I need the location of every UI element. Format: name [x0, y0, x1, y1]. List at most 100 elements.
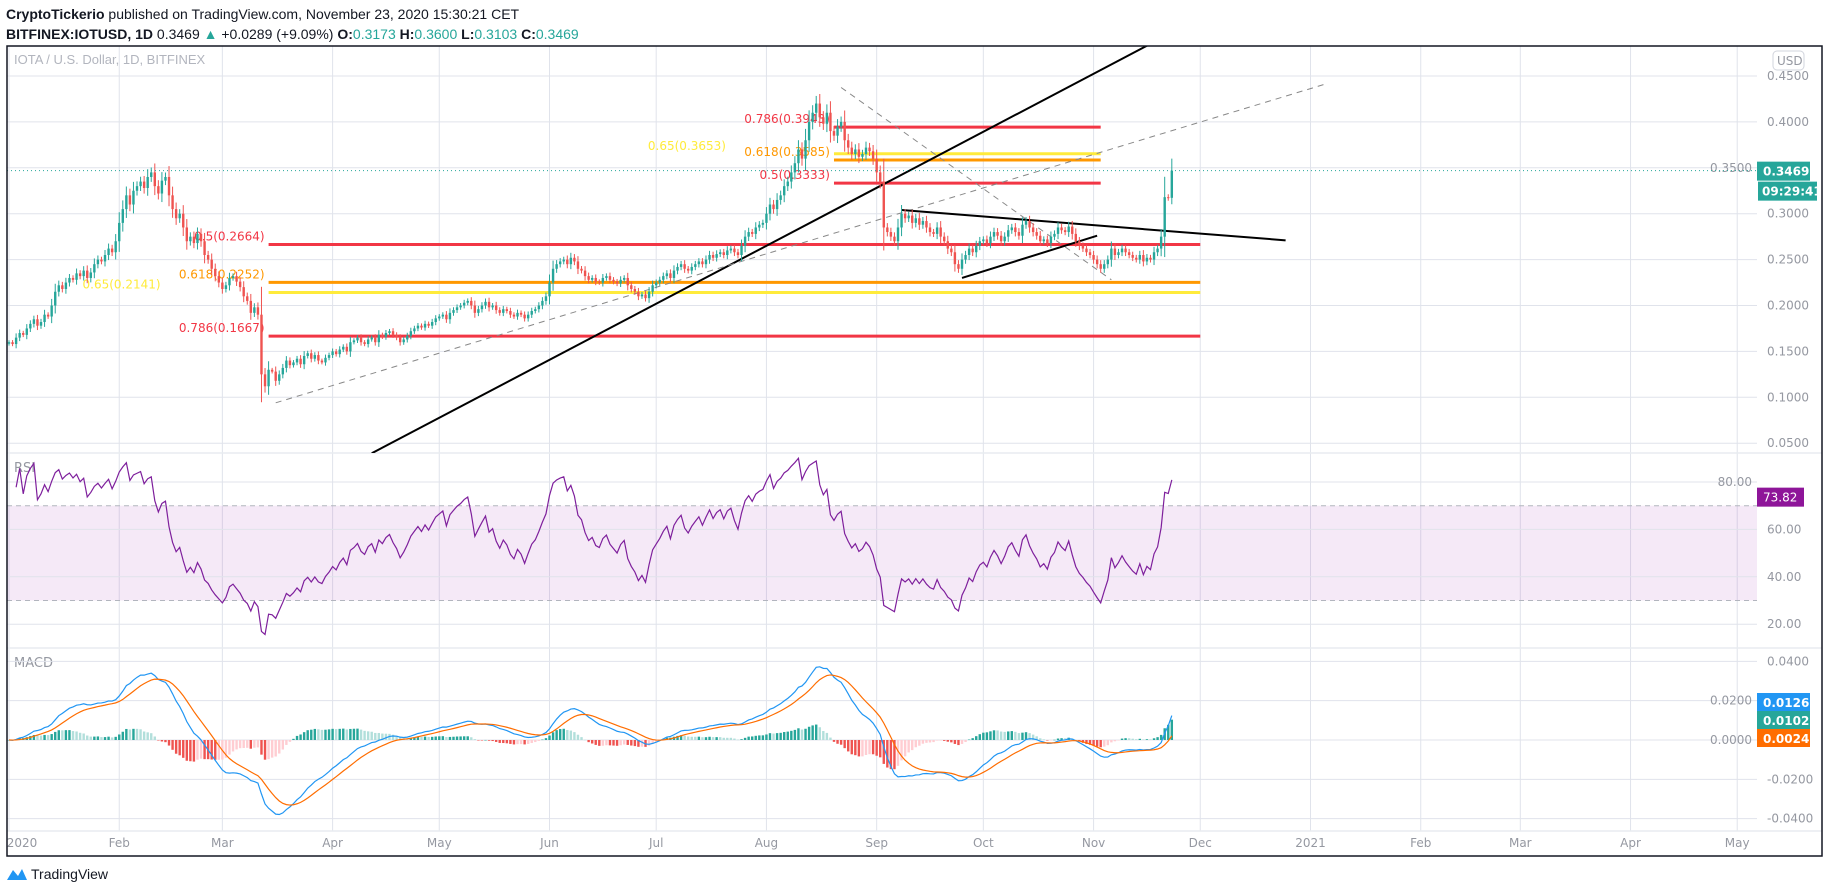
candle-body — [1046, 239, 1049, 244]
macd-histogram-bar — [1095, 740, 1099, 747]
macd-histogram-bar — [740, 739, 743, 740]
macd-histogram-bar — [594, 740, 597, 745]
macd-histogram-bar — [523, 740, 526, 745]
macd-histogram-bar — [452, 736, 455, 740]
macd-histogram-bar — [1060, 738, 1063, 740]
high-value: 0.3600 — [414, 26, 458, 42]
macd-histogram-bar — [775, 733, 779, 740]
macd-histogram-bar — [292, 738, 295, 740]
macd-histogram-bar — [765, 734, 768, 740]
macd-histogram-bar — [313, 728, 317, 740]
candle-body — [626, 277, 629, 286]
candle-body — [985, 239, 989, 244]
candle-body — [957, 264, 960, 269]
macd-histogram-bar — [580, 737, 583, 740]
macd-histogram-bar — [75, 731, 78, 740]
candle-body — [1014, 227, 1017, 233]
candle-body — [939, 227, 942, 237]
macd-histogram-bar — [779, 732, 782, 740]
macd-histogram-bar — [886, 740, 889, 768]
x-axis-tick-label: 2021 — [1295, 836, 1326, 850]
trendline — [371, 46, 1149, 453]
macd-histogram-bar — [743, 737, 747, 740]
macd-histogram-bar — [423, 736, 427, 740]
macd-histogram-bar — [416, 736, 420, 740]
open-value: 0.3173 — [352, 26, 396, 42]
price-axis-label: 0.0500 — [1767, 436, 1809, 450]
macd-histogram-bar — [68, 730, 71, 740]
macd-histogram-bar — [939, 740, 942, 741]
macd-histogram-bar — [590, 740, 594, 744]
candle-body — [1152, 252, 1156, 260]
macd-histogram-bar — [480, 740, 484, 741]
macd-histogram-bar — [366, 731, 370, 740]
macd-histogram-bar — [992, 730, 996, 740]
candle-body — [857, 149, 861, 157]
macd-histogram-bar — [320, 729, 324, 740]
candle-body — [64, 282, 68, 289]
x-axis-tick-label: Apr — [1620, 836, 1641, 850]
macd-histogram-bar — [1063, 738, 1067, 740]
macd-histogram-bar — [103, 737, 107, 740]
macd-histogram-bar — [1124, 738, 1127, 740]
candle-body — [484, 301, 487, 306]
candle-body — [203, 241, 206, 256]
candle-body — [278, 374, 281, 381]
candle-body — [374, 337, 377, 343]
candle-body — [847, 140, 850, 148]
candle-body — [1170, 170, 1174, 198]
macd-histogram-bar — [1135, 739, 1138, 740]
tradingview-logo[interactable]: TradingView — [6, 866, 108, 882]
macd-axis-label: 0.0200 — [1710, 694, 1752, 708]
candle-body — [402, 339, 405, 343]
chart-title: IOTA / U.S. Dollar, 1D, BITFINEX — [14, 52, 206, 67]
candle-body — [1092, 255, 1095, 260]
macd-histogram-bar — [263, 740, 267, 760]
author-name[interactable]: CryptoTickerio — [6, 6, 105, 22]
candle-body — [519, 312, 523, 315]
candle-body — [943, 236, 946, 242]
macd-histogram-bar — [487, 740, 491, 741]
macd-histogram-bar — [110, 737, 114, 740]
macd-histogram-bar — [747, 736, 750, 740]
candle-body — [260, 314, 263, 375]
candle-body — [480, 305, 484, 310]
candle-body — [196, 233, 199, 244]
candle-body — [427, 323, 430, 326]
candle-body — [438, 316, 441, 319]
candle-body — [50, 305, 53, 317]
candle-body — [366, 339, 370, 345]
macd-histogram-bar — [758, 735, 761, 740]
candle-body — [1149, 257, 1152, 260]
macd-histogram-bar — [455, 736, 459, 740]
macd-histogram-bar — [203, 740, 206, 760]
macd-histogram-bar — [1138, 738, 1142, 740]
macd-histogram-bar — [505, 740, 509, 744]
candle-body — [726, 250, 729, 256]
candle-body — [509, 311, 512, 315]
candle-body — [1039, 235, 1042, 242]
macd-histogram-bar — [192, 740, 196, 762]
macd-histogram-bar — [971, 738, 974, 740]
macd-histogram-bar — [697, 736, 701, 740]
macd-histogram-bar — [975, 736, 978, 740]
candle-body — [548, 282, 551, 297]
candle-body — [555, 264, 558, 269]
macd-histogram-bar — [768, 733, 772, 740]
macd-histogram-bar — [413, 737, 416, 740]
candle-body — [818, 103, 821, 118]
candle-body — [46, 314, 50, 317]
macd-histogram-bar — [918, 740, 921, 746]
candle-body — [1095, 259, 1099, 265]
macd-histogram-bar — [1110, 740, 1113, 743]
candle-body — [715, 254, 718, 258]
candle-body — [679, 264, 683, 267]
candle-body — [1131, 255, 1134, 258]
candle-body — [231, 276, 235, 278]
macd-histogram-bar — [654, 740, 658, 743]
macd-histogram-bar — [1117, 740, 1120, 741]
macd-histogram-bar — [1106, 740, 1110, 746]
macd-histogram-bar — [879, 740, 882, 758]
macd-histogram-bar — [566, 729, 569, 740]
